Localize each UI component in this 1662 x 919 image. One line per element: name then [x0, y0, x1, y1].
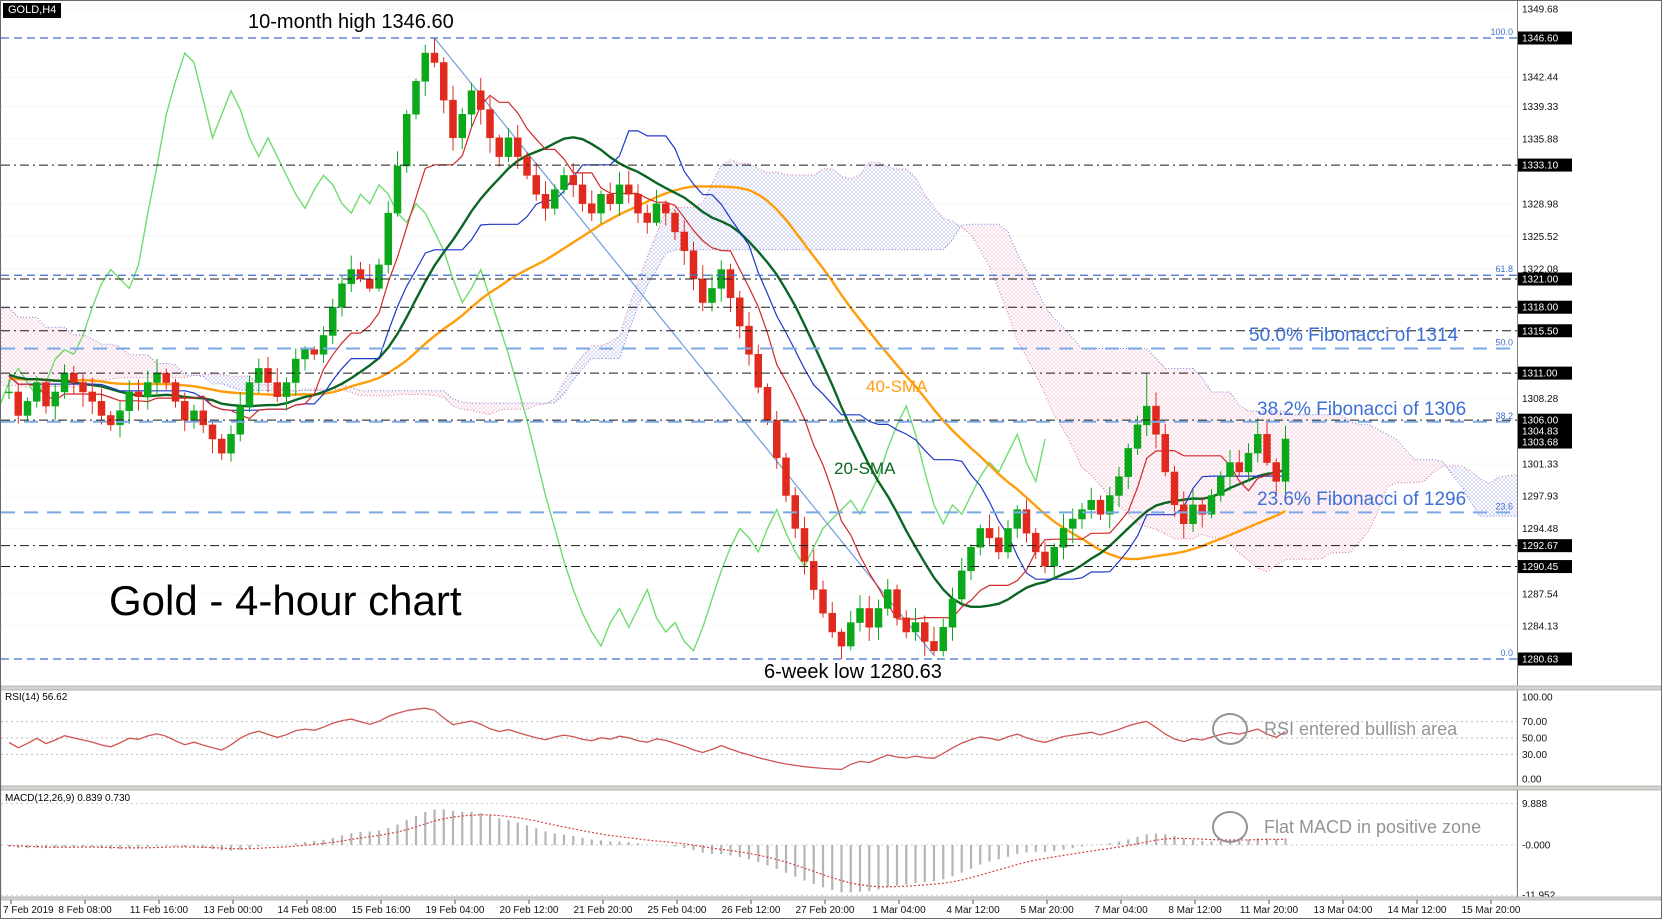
panel-separators: [1, 685, 1661, 901]
svg-text:7 Feb 2019: 7 Feb 2019: [3, 905, 54, 916]
svg-text:1315.50: 1315.50: [1522, 326, 1559, 337]
sma20-label: 20-SMA: [834, 459, 896, 478]
svg-text:1346.60: 1346.60: [1522, 34, 1559, 45]
svg-text:1339.33: 1339.33: [1522, 102, 1559, 113]
svg-text:8 Mar 12:00: 8 Mar 12:00: [1168, 905, 1222, 916]
sr-lines: [1, 164, 1517, 568]
svg-text:100.0: 100.0: [1490, 27, 1513, 37]
main-price-panel: 100.0 61.8 50.0 38.2 23.6 0.0: [1, 8, 1517, 660]
svg-text:61.8: 61.8: [1495, 264, 1513, 274]
time-axis: 7 Feb 2019 8 Feb 08:00 11 Feb 16:00 13 Feb …: [3, 900, 1521, 916]
svg-text:1321.00: 1321.00: [1522, 274, 1559, 285]
svg-text:19 Feb 04:00: 19 Feb 04:00: [426, 905, 485, 916]
svg-text:1325.52: 1325.52: [1522, 232, 1559, 243]
svg-text:23.6: 23.6: [1495, 501, 1513, 511]
svg-text:50.0: 50.0: [1495, 337, 1513, 347]
svg-text:11 Mar 20:00: 11 Mar 20:00: [1240, 905, 1299, 916]
svg-text:27 Feb 20:00: 27 Feb 20:00: [796, 905, 855, 916]
symbol-timeframe-label: GOLD,H4: [3, 3, 62, 18]
svg-text:1318.00: 1318.00: [1522, 303, 1559, 314]
svg-text:-11.952: -11.952: [1522, 891, 1556, 902]
svg-text:100.00: 100.00: [1522, 693, 1553, 704]
svg-text:70.00: 70.00: [1522, 717, 1547, 728]
svg-text:1287.54: 1287.54: [1522, 589, 1559, 600]
svg-text:9.888: 9.888: [1522, 799, 1547, 810]
ichimoku-cloud: [1, 159, 1517, 573]
svg-text:1 Mar 04:00: 1 Mar 04:00: [872, 905, 926, 916]
svg-text:11 Feb 16:00: 11 Feb 16:00: [130, 905, 189, 916]
rsi-panel: 100.00 70.00 50.00 30.00 0.00: [1, 689, 1553, 787]
svg-text:15 Mar 20:00: 15 Mar 20:00: [1462, 905, 1521, 916]
svg-text:8 Feb 08:00: 8 Feb 08:00: [58, 905, 112, 916]
svg-text:25 Feb 04:00: 25 Feb 04:00: [648, 905, 707, 916]
svg-text:14 Feb 08:00: 14 Feb 08:00: [278, 905, 337, 916]
svg-text:26 Feb 12:00: 26 Feb 12:00: [722, 905, 781, 916]
svg-text:1303.68: 1303.68: [1522, 438, 1559, 449]
price-axis: 1349.68 1342.44 1339.33 1335.88 1328.98 1325.…: [1517, 1, 1572, 899]
svg-text:20 Feb 12:00: 20 Feb 12:00: [500, 905, 559, 916]
svg-text:30.00: 30.00: [1522, 750, 1547, 761]
rsi-indicator-label: RSI(14) 56.62: [5, 692, 68, 703]
chikou-span-line: [1, 51, 1046, 653]
svg-text:0.0: 0.0: [1500, 648, 1513, 658]
svg-text:50.00: 50.00: [1522, 734, 1547, 745]
chart-title-annotation: Gold - 4-hour chart: [109, 577, 462, 624]
svg-text:1311.00: 1311.00: [1522, 369, 1558, 380]
rsi-highlight-circle: [1212, 713, 1248, 745]
svg-text:-0.000: -0.000: [1522, 841, 1551, 852]
macd-indicator-label: MACD(12,26,9) 0.839 0.730: [5, 793, 131, 804]
fib-382-label: 38.2% Fibonacci of 1306: [1257, 399, 1467, 420]
svg-text:13 Mar 04:00: 13 Mar 04:00: [1314, 905, 1373, 916]
svg-text:1308.28: 1308.28: [1522, 394, 1559, 405]
svg-text:1333.10: 1333.10: [1522, 161, 1559, 172]
svg-text:15 Feb 16:00: 15 Feb 16:00: [352, 905, 411, 916]
svg-text:21 Feb 20:00: 21 Feb 20:00: [574, 905, 633, 916]
candles-layer: [5, 38, 1290, 659]
svg-text:38.2: 38.2: [1495, 411, 1513, 421]
svg-text:1290.45: 1290.45: [1522, 562, 1559, 573]
sma40-label: 40-SMA: [866, 377, 928, 396]
svg-text:1292.67: 1292.67: [1522, 541, 1559, 552]
rsi-annotation: RSI entered bullish area: [1264, 719, 1458, 739]
macd-highlight-circle: [1212, 811, 1248, 843]
macd-annotation: Flat MACD in positive zone: [1264, 817, 1482, 837]
svg-text:13 Feb 00:00: 13 Feb 00:00: [204, 905, 263, 916]
fib-236-label: 23.6% Fibonacci of 1296: [1257, 489, 1467, 510]
high-annotation: 10-month high 1346.60: [248, 11, 454, 33]
svg-text:1342.44: 1342.44: [1522, 73, 1559, 84]
svg-text:1301.33: 1301.33: [1522, 460, 1559, 471]
sma20-line: [8, 136, 1286, 608]
trendline: [434, 37, 935, 656]
svg-text:1328.98: 1328.98: [1522, 199, 1559, 210]
fibonacci-lines: 100.0 61.8 50.0 38.2 23.6 0.0: [1, 27, 1517, 660]
low-annotation: 6-week low 1280.63: [764, 661, 942, 683]
svg-text:1284.13: 1284.13: [1522, 622, 1559, 633]
grid-layer: [1, 8, 1517, 627]
svg-text:1280.63: 1280.63: [1522, 655, 1559, 666]
svg-text:1335.88: 1335.88: [1522, 134, 1559, 145]
svg-text:7 Mar 04:00: 7 Mar 04:00: [1094, 905, 1148, 916]
svg-text:1294.48: 1294.48: [1522, 524, 1559, 535]
macd-panel: 9.888 -0.000 -11.952: [1, 789, 1556, 902]
svg-text:0.00: 0.00: [1522, 775, 1542, 786]
svg-text:1304.83: 1304.83: [1522, 427, 1559, 438]
svg-text:1306.00: 1306.00: [1522, 416, 1559, 427]
svg-text:1349.68: 1349.68: [1522, 5, 1559, 16]
svg-text:1322.08: 1322.08: [1522, 264, 1559, 275]
svg-text:5 Mar 20:00: 5 Mar 20:00: [1020, 905, 1074, 916]
svg-text:14 Mar 12:00: 14 Mar 12:00: [1388, 905, 1447, 916]
svg-text:1297.93: 1297.93: [1522, 492, 1559, 503]
fib-50-label: 50.0% Fibonacci of 1314: [1249, 325, 1459, 346]
svg-text:4 Mar 12:00: 4 Mar 12:00: [946, 905, 1000, 916]
